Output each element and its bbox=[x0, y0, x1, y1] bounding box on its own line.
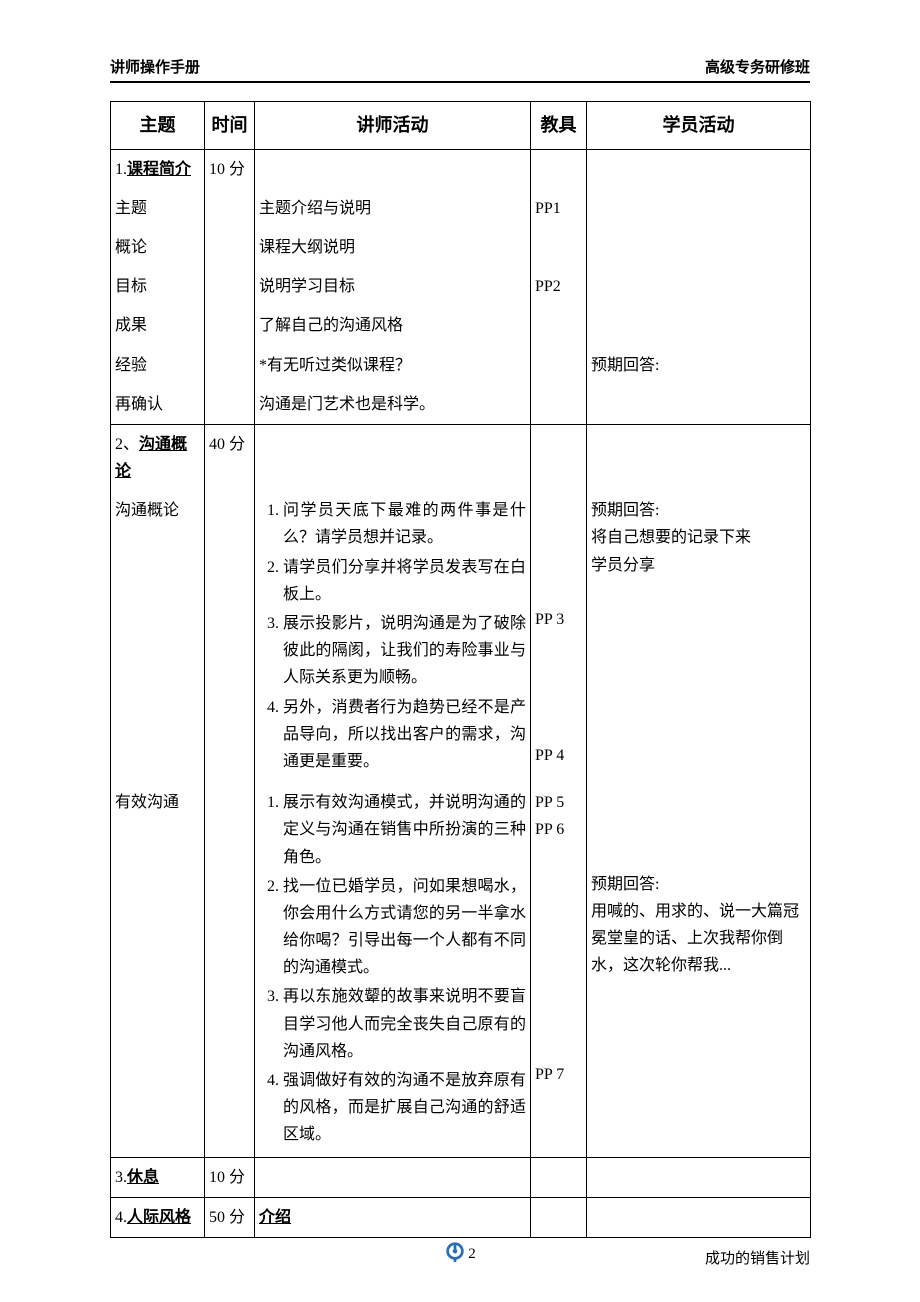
empty-cell bbox=[587, 149, 811, 189]
s1r5-inst: 沟通是门艺术也是科学。 bbox=[255, 385, 531, 425]
header-right: 高级专务研修班 bbox=[705, 56, 810, 77]
section2-time: 40 分 bbox=[205, 424, 255, 491]
table-row: 概论 课程大纲说明 bbox=[111, 228, 811, 267]
section1-num: 1. bbox=[115, 161, 127, 178]
s1r1-aid bbox=[531, 228, 587, 267]
table-row: 目标 说明学习目标 PP2 bbox=[111, 267, 811, 306]
empty-cell bbox=[255, 149, 531, 189]
lesson-plan-table: 主题 时间 讲师活动 教具 学员活动 1.课程简介 10 分 主题 主题介绍与说… bbox=[110, 101, 811, 1238]
table-header-row: 主题 时间 讲师活动 教具 学员活动 bbox=[111, 102, 811, 150]
section4-row: 4.人际风格 50 分 介绍 bbox=[111, 1197, 811, 1237]
s1r3-inst: 了解自己的沟通风格 bbox=[255, 306, 531, 345]
s2sub1-item0: 问学员天底下最难的两件事是什么？请学员想并记录。 bbox=[283, 497, 526, 551]
header-left: 讲师操作手册 bbox=[110, 56, 200, 77]
s2sub2-item2: 再以东施效颦的故事来说明不要盲目学习他人而完全丧失自己原有的沟通风格。 bbox=[283, 983, 526, 1065]
col-header-student: 学员活动 bbox=[587, 102, 811, 150]
s1r5-stu bbox=[587, 385, 811, 425]
section4-inst-text: 介绍 bbox=[259, 1209, 291, 1226]
logo-icon bbox=[444, 1241, 466, 1268]
s1r4-stu: 预期回答: bbox=[587, 346, 811, 385]
section3-title: 休息 bbox=[127, 1169, 159, 1186]
section2-sub2-row: 有效沟通 展示有效沟通模式，并说明沟通的定义与沟通在销售中所扮演的三种角色。 找… bbox=[111, 783, 811, 1157]
s2sub2-stu: 预期回答: 用喊的、用求的、说一大篇冠冕堂皇的话、上次我帮你倒水，这次轮你帮我.… bbox=[587, 783, 811, 1157]
s1r0-stu bbox=[587, 189, 811, 228]
s2sub1-aid: PP 3 PP 4 bbox=[531, 491, 587, 783]
section2-heading-row: 2、沟通概论 40 分 bbox=[111, 424, 811, 491]
s1r3-aid bbox=[531, 306, 587, 345]
s1r4-inst: *有无听过类似课程？ bbox=[255, 346, 531, 385]
table-row: 主题 主题介绍与说明 PP1 bbox=[111, 189, 811, 228]
section2-sub1-row: 沟通概论 问学员天底下最难的两件事是什么？请学员想并记录。 请学员们分享并将学员… bbox=[111, 491, 811, 783]
s2sub1-item3: 另外，消费者行为趋势已经不是产品导向，所以找出客户的需求，沟通更是重要。 bbox=[283, 694, 526, 776]
page-footer-right: 成功的销售计划 bbox=[705, 1247, 810, 1268]
s2sub1-item2: 展示投影片，说明沟通是为了破除彼此的隔阂，让我们的寿险事业与人际关系更为顺畅。 bbox=[283, 610, 526, 692]
empty-cell bbox=[531, 149, 587, 189]
s1r2-topic: 目标 bbox=[111, 267, 205, 306]
s2sub1-inst: 问学员天底下最难的两件事是什么？请学员想并记录。 请学员们分享并将学员发表写在白… bbox=[255, 491, 531, 783]
s2sub1-item1: 请学员们分享并将学员发表写在白板上。 bbox=[283, 554, 526, 608]
page-number: 2 bbox=[468, 1246, 476, 1262]
s1r2-aid: PP2 bbox=[531, 267, 587, 306]
table-row: 再确认 沟通是门艺术也是科学。 bbox=[111, 385, 811, 425]
s2sub2-aid: PP 5 PP 6 PP 7 bbox=[531, 783, 587, 1157]
table-row: 经验 *有无听过类似课程？ 预期回答: bbox=[111, 346, 811, 385]
col-header-topic: 主题 bbox=[111, 102, 205, 150]
section1-time: 10 分 bbox=[205, 149, 255, 189]
s1r2-inst: 说明学习目标 bbox=[255, 267, 531, 306]
s2sub1-topic: 沟通概论 bbox=[111, 491, 205, 783]
col-header-aid: 教具 bbox=[531, 102, 587, 150]
page-header: 讲师操作手册 高级专务研修班 bbox=[110, 56, 810, 77]
section4-time: 50 分 bbox=[205, 1197, 255, 1237]
col-header-instructor: 讲师活动 bbox=[255, 102, 531, 150]
section1-title: 课程简介 bbox=[127, 161, 191, 178]
section3-time: 10 分 bbox=[205, 1157, 255, 1197]
s1r0-aid: PP1 bbox=[531, 189, 587, 228]
s1r1-stu bbox=[587, 228, 811, 267]
section4-inst: 介绍 bbox=[255, 1197, 531, 1237]
s1r4-topic: 经验 bbox=[111, 346, 205, 385]
section2-num: 2、 bbox=[115, 436, 139, 453]
header-rule bbox=[110, 81, 810, 83]
s1r2-stu bbox=[587, 267, 811, 306]
section3-title-cell: 3.休息 bbox=[111, 1157, 205, 1197]
s1r3-stu bbox=[587, 306, 811, 345]
section2-title-cell: 2、沟通概论 bbox=[111, 424, 205, 491]
s2sub2-topic: 有效沟通 bbox=[111, 783, 205, 1157]
col-header-time: 时间 bbox=[205, 102, 255, 150]
s2sub2-item1: 找一位已婚学员，问如果想喝水，你会用什么方式请您的另一半拿水给你喝？引导出每一个… bbox=[283, 873, 526, 982]
s1r5-aid bbox=[531, 385, 587, 425]
table-row: 成果 了解自己的沟通风格 bbox=[111, 306, 811, 345]
s1r3-topic: 成果 bbox=[111, 306, 205, 345]
section4-title-cell: 4.人际风格 bbox=[111, 1197, 205, 1237]
section4-title: 人际风格 bbox=[127, 1209, 191, 1226]
section3-num: 3. bbox=[115, 1169, 127, 1186]
section1-heading-row: 1.课程简介 10 分 bbox=[111, 149, 811, 189]
s1r5-topic: 再确认 bbox=[111, 385, 205, 425]
section1-title-cell: 1.课程简介 bbox=[111, 149, 205, 189]
document-page: 讲师操作手册 高级专务研修班 主题 时间 讲师活动 教具 学员活动 1.课程简介… bbox=[0, 0, 920, 1302]
s2sub2-item3: 强调做好有效的沟通不是放弃原有的风格，而是扩展自己沟通的舒适区域。 bbox=[283, 1067, 526, 1149]
section4-num: 4. bbox=[115, 1209, 127, 1226]
s1r0-inst: 主题介绍与说明 bbox=[255, 189, 531, 228]
section3-row: 3.休息 10 分 bbox=[111, 1157, 811, 1197]
s2sub2-inst: 展示有效沟通模式，并说明沟通的定义与沟通在销售中所扮演的三种角色。 找一位已婚学… bbox=[255, 783, 531, 1157]
s1r1-inst: 课程大纲说明 bbox=[255, 228, 531, 267]
s1r4-aid bbox=[531, 346, 587, 385]
s2sub1-stu: 预期回答: 将自己想要的记录下来 学员分享 bbox=[587, 491, 811, 783]
s2sub2-item0: 展示有效沟通模式，并说明沟通的定义与沟通在销售中所扮演的三种角色。 bbox=[283, 789, 526, 871]
s1r0-topic: 主题 bbox=[111, 189, 205, 228]
s1r1-topic: 概论 bbox=[111, 228, 205, 267]
